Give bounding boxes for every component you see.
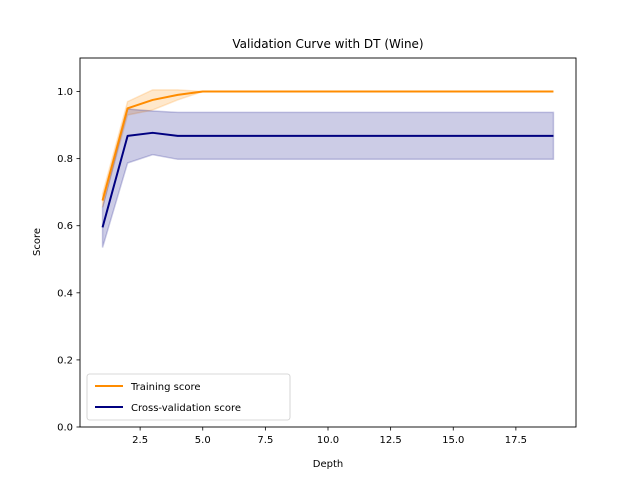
y-tick-label: 0.2 <box>57 355 73 366</box>
legend: Training score Cross-validation score <box>86 373 291 421</box>
x-tick-label: 2.5 <box>132 435 148 446</box>
x-tick-label: 7.5 <box>257 435 273 446</box>
x-tick-label: 10.0 <box>317 435 339 446</box>
plot-area <box>101 89 555 248</box>
x-tick-label: 17.5 <box>505 435 527 446</box>
y-axis-label: Score <box>32 228 43 256</box>
x-tick-label: 5.0 <box>195 435 211 446</box>
x-tick-label: 15.0 <box>442 435 464 446</box>
series-1-std-band <box>101 108 555 248</box>
y-tick-label: 0.0 <box>57 423 73 434</box>
x-axis: 2.5 5.0 7.5 10.0 12.5 15.0 17.5 <box>132 427 527 446</box>
series-1-line <box>101 131 554 228</box>
series-0-line <box>101 90 554 201</box>
y-tick-label: 0.6 <box>57 221 73 232</box>
legend-label-0: Training score <box>130 382 201 393</box>
chart-title: Validation Curve with DT (Wine) <box>232 37 423 51</box>
legend-box <box>86 373 291 421</box>
y-tick-label: 1.0 <box>57 87 73 98</box>
legend-label-1: Cross-validation score <box>131 403 241 414</box>
y-tick-label: 0.8 <box>57 154 73 165</box>
y-axis: 0.0 0.2 0.4 0.6 0.8 1.0 <box>57 87 80 434</box>
x-axis-label: Depth <box>313 459 343 470</box>
x-tick-label: 12.5 <box>379 435 401 446</box>
y-tick-label: 0.4 <box>57 288 73 299</box>
